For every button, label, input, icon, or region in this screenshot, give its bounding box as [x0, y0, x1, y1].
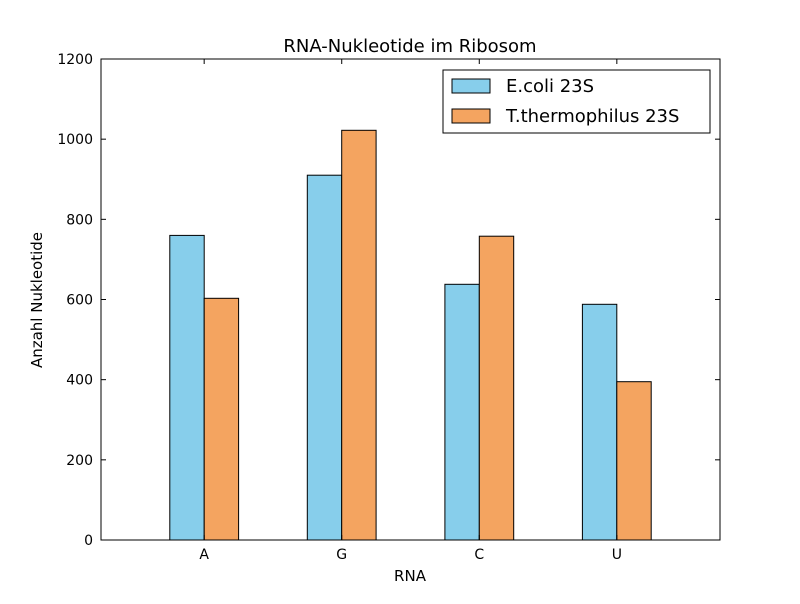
y-axis-label: Anzahl Nukleotide	[28, 232, 46, 368]
bar-thermophilus-c	[478, 235, 515, 541]
y-tick-label: 200	[66, 453, 93, 469]
bar-ecoli-c	[444, 283, 480, 541]
bar-ecoli-a	[169, 234, 205, 541]
legend-label-ecoli: E.coli 23S	[506, 76, 594, 97]
bars-layer	[169, 129, 652, 541]
y-tick-label: 800	[66, 212, 93, 228]
x-tick-label: A	[199, 547, 209, 563]
bar-ecoli-u	[581, 303, 618, 541]
x-tick-label: C	[474, 547, 484, 563]
legend-swatch-ecoli	[451, 78, 491, 94]
bar-ecoli-g	[306, 174, 343, 541]
y-tick-label: 600	[66, 293, 93, 309]
bar-thermophilus-a	[203, 297, 240, 541]
bar-thermophilus-g	[341, 129, 377, 541]
x-axis-label: RNA	[394, 567, 427, 585]
ticks-layer: 0 200 400 600 800 1000 1200 A G C U	[57, 52, 720, 563]
legend-swatch-thermophilus	[451, 108, 491, 124]
bar-thermophilus-u	[616, 381, 652, 541]
y-tick-label: 400	[66, 373, 93, 389]
legend-label-thermophilus: T.thermophilus 23S	[505, 106, 679, 127]
x-tick-label: G	[336, 547, 347, 563]
y-tick-label: 0	[84, 533, 93, 549]
x-tick-label: U	[612, 547, 622, 563]
chart-title: RNA-Nukleotide im Ribosom	[283, 36, 536, 57]
legend: E.coli 23S T.thermophilus 23S	[442, 69, 711, 134]
y-tick-label: 1000	[57, 132, 93, 148]
y-tick-label: 1200	[57, 52, 93, 68]
